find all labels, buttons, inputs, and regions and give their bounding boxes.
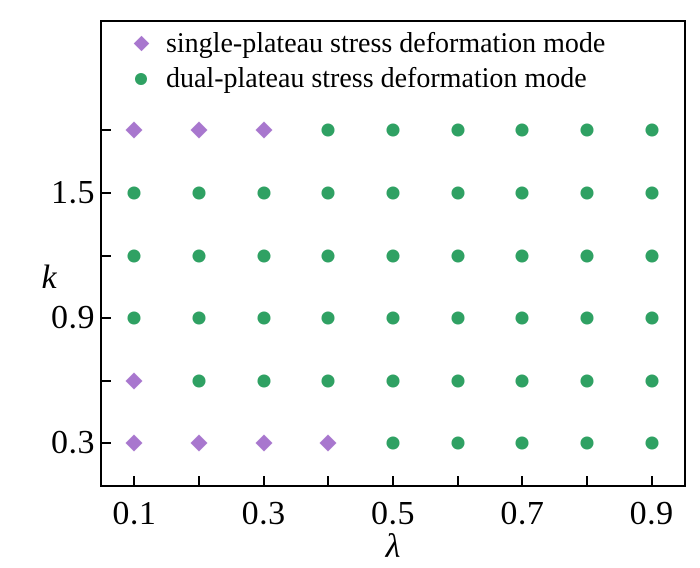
y-axis-tick: [102, 192, 111, 195]
legend-marker-box: [128, 72, 154, 85]
x-axis-tick: [392, 476, 394, 485]
data-point-circle: [127, 311, 141, 325]
data-point-circle: [321, 374, 335, 388]
data-point-diamond: [125, 434, 143, 452]
data-point-circle: [451, 249, 465, 263]
x-axis-tick: [456, 476, 459, 485]
x-axis-tick: [327, 476, 330, 485]
y-axis-tick: [102, 254, 111, 257]
y-tick-label: 0.9: [51, 299, 95, 337]
data-point-circle: [386, 249, 400, 263]
data-point-circle: [580, 186, 594, 200]
data-point-circle: [386, 186, 400, 200]
data-point-circle: [580, 311, 594, 325]
y-tick-label: 1.5: [51, 174, 95, 212]
data-point-circle: [515, 123, 529, 137]
legend: single-plateau stress deformation mode d…: [128, 26, 605, 96]
data-point-circle: [515, 249, 529, 263]
legend-label: single-plateau stress deformation mode: [166, 27, 606, 59]
x-axis-tick: [650, 476, 653, 485]
legend-marker-box: [128, 35, 154, 52]
y-axis-label: k: [41, 259, 57, 296]
x-tick-label: 0.5: [371, 495, 415, 532]
data-point-circle: [580, 436, 594, 450]
y-axis-tick: [102, 129, 111, 132]
circle-marker-icon: [135, 72, 147, 85]
data-point-circle: [257, 249, 271, 263]
data-point-circle: [451, 436, 465, 450]
x-axis-tick: [133, 476, 136, 485]
x-axis-tick: [262, 476, 265, 485]
data-point-circle: [645, 249, 659, 263]
data-point-diamond: [319, 434, 337, 452]
data-point-circle: [515, 186, 529, 200]
y-axis-tick: [102, 442, 111, 445]
data-point-diamond: [190, 121, 208, 139]
x-axis-tick: [521, 476, 524, 485]
data-point-circle: [580, 249, 594, 263]
data-point-circle: [127, 249, 141, 263]
data-point-diamond: [125, 121, 143, 139]
x-tick-label: 0.1: [112, 495, 157, 532]
y-tick-label: 0.3: [51, 424, 95, 462]
data-point-circle: [451, 311, 465, 325]
data-point-circle: [192, 311, 206, 325]
legend-item-single-plateau: single-plateau stress deformation mode: [128, 26, 605, 61]
data-point-circle: [645, 311, 659, 325]
data-point-circle: [192, 249, 206, 263]
data-point-circle: [515, 311, 529, 325]
data-point-circle: [386, 311, 400, 325]
data-point-circle: [127, 186, 141, 200]
data-point-circle: [645, 374, 659, 388]
y-axis-tick: [102, 317, 111, 320]
x-tick-label: 0.7: [500, 495, 545, 532]
data-point-circle: [386, 436, 400, 450]
data-point-diamond: [255, 434, 273, 452]
data-point-circle: [451, 186, 465, 200]
data-point-circle: [515, 436, 529, 450]
data-point-circle: [321, 123, 335, 137]
data-point-circle: [321, 311, 335, 325]
data-point-circle: [257, 374, 271, 388]
data-point-circle: [192, 374, 206, 388]
legend-label: dual-plateau stress deformation mode: [166, 62, 587, 94]
data-point-circle: [321, 186, 335, 200]
data-point-circle: [321, 249, 335, 263]
data-point-circle: [386, 374, 400, 388]
data-point-circle: [386, 123, 400, 137]
data-point-circle: [580, 374, 594, 388]
data-point-circle: [580, 123, 594, 137]
data-point-circle: [192, 186, 206, 200]
x-tick-label: 0.9: [629, 495, 674, 532]
y-axis-tick: [102, 379, 111, 382]
data-point-diamond: [190, 434, 208, 452]
data-point-circle: [645, 123, 659, 137]
diamond-marker-icon: [133, 35, 149, 52]
data-point-diamond: [125, 372, 143, 390]
x-tick-label: 0.3: [241, 495, 286, 532]
data-point-circle: [645, 436, 659, 450]
plot-area: [102, 22, 684, 485]
legend-item-dual-plateau: dual-plateau stress deformation mode: [128, 61, 605, 96]
data-point-circle: [451, 374, 465, 388]
x-axis-label: λ: [385, 528, 401, 565]
data-point-circle: [257, 186, 271, 200]
data-point-diamond: [255, 121, 273, 139]
data-point-circle: [515, 374, 529, 388]
data-point-circle: [645, 186, 659, 200]
data-point-circle: [451, 123, 465, 137]
data-point-circle: [257, 311, 271, 325]
x-axis-tick: [198, 476, 200, 485]
x-axis-tick: [586, 476, 588, 485]
